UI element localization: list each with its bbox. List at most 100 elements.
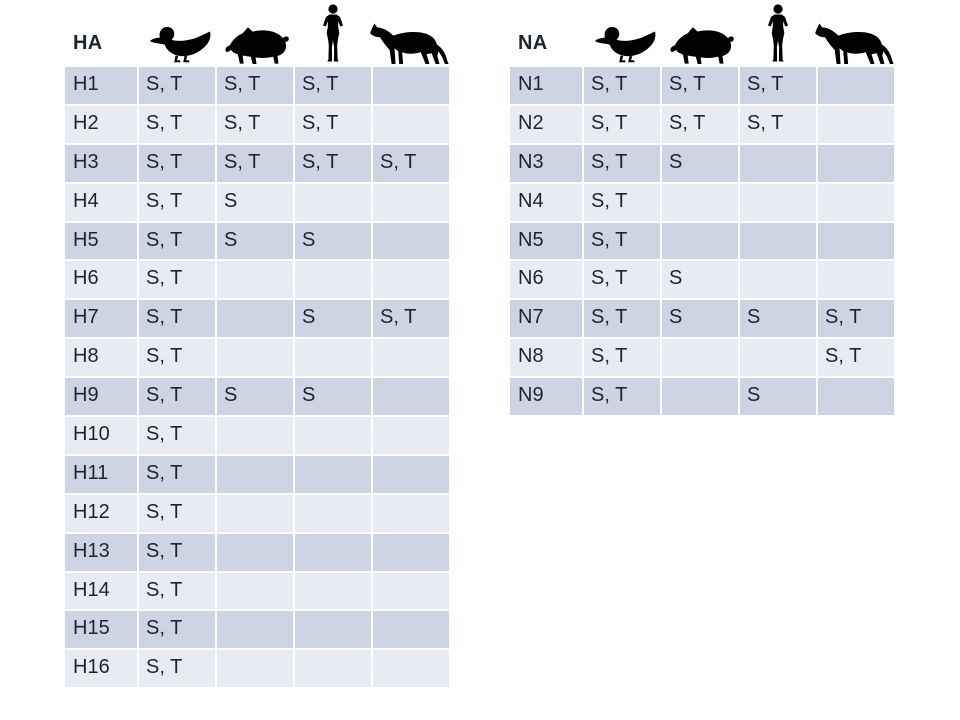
cell-pig: S bbox=[217, 378, 295, 418]
cell-pig bbox=[217, 261, 295, 301]
cell-horse bbox=[373, 339, 451, 379]
table-row: N5 S, T bbox=[510, 222, 896, 262]
table-row: H1 S, T S, T S, T bbox=[65, 67, 451, 106]
cell-duck: S, T bbox=[139, 533, 217, 573]
pig-icon bbox=[665, 23, 739, 65]
table-row: H2 S, T S, T S, T bbox=[65, 105, 451, 145]
cell-pig bbox=[217, 572, 295, 612]
cell-horse bbox=[373, 572, 451, 612]
cell-pig bbox=[662, 339, 740, 379]
table-row: H12 S, T bbox=[65, 494, 451, 534]
human-icon bbox=[321, 4, 345, 64]
table-row: H6 S, T bbox=[65, 261, 451, 301]
row-label: N5 bbox=[510, 222, 584, 262]
cell-pig bbox=[217, 611, 295, 651]
cell-human: S, T bbox=[740, 67, 818, 106]
cell-pig: S, T bbox=[217, 105, 295, 145]
cell-human: S bbox=[740, 378, 818, 418]
cell-pig bbox=[662, 222, 740, 262]
cell-human bbox=[740, 144, 818, 184]
cell-pig bbox=[662, 183, 740, 223]
row-label: H10 bbox=[65, 417, 139, 456]
row-label: H7 bbox=[65, 300, 139, 340]
cell-duck: S, T bbox=[139, 455, 217, 495]
cell-duck: S, T bbox=[584, 378, 662, 418]
cell-duck: S, T bbox=[139, 144, 217, 184]
cell-horse bbox=[818, 378, 896, 418]
cell-horse bbox=[818, 222, 896, 262]
cell-duck: S, T bbox=[139, 417, 217, 456]
human-icon bbox=[766, 4, 790, 64]
table-row: H13 S, T bbox=[65, 533, 451, 573]
cell-human bbox=[295, 533, 373, 573]
cell-human: S, T bbox=[295, 67, 373, 106]
row-label: H2 bbox=[65, 105, 139, 145]
cell-duck: S, T bbox=[584, 222, 662, 262]
cell-human bbox=[740, 339, 818, 379]
cell-duck: S, T bbox=[584, 105, 662, 145]
cell-human bbox=[295, 650, 373, 690]
cell-duck: S, T bbox=[139, 339, 217, 379]
duck-icon bbox=[149, 24, 213, 64]
cell-duck: S, T bbox=[139, 67, 217, 106]
table-row: N8 S, T S, T bbox=[510, 339, 896, 379]
cell-human: S bbox=[740, 300, 818, 340]
cell-duck: S, T bbox=[584, 261, 662, 301]
cell-duck: S, T bbox=[139, 183, 217, 223]
row-label: H12 bbox=[65, 494, 139, 534]
table-title: NA bbox=[518, 32, 548, 54]
cell-duck: S, T bbox=[139, 222, 217, 262]
table-row: N2 S, T S, T S, T bbox=[510, 105, 896, 145]
table-row: N9 S, T S bbox=[510, 378, 896, 418]
cell-duck: S, T bbox=[584, 339, 662, 379]
cell-human bbox=[740, 261, 818, 301]
cell-pig: S bbox=[217, 222, 295, 262]
table-panel-na: NA N1 S, T S, T S, T N2 S, T S, T S, T N3 S, T S N4… bbox=[510, 0, 896, 418]
row-label: N7 bbox=[510, 300, 584, 340]
row-label: H8 bbox=[65, 339, 139, 379]
cell-horse bbox=[373, 455, 451, 495]
cell-pig bbox=[662, 378, 740, 418]
table-row: H3 S, T S, T S, T S, T bbox=[65, 144, 451, 184]
row-label: N8 bbox=[510, 339, 584, 379]
cell-horse: S, T bbox=[818, 300, 896, 340]
table-header: NA bbox=[510, 0, 896, 67]
cell-horse bbox=[818, 261, 896, 301]
cell-pig: S bbox=[662, 144, 740, 184]
cell-human bbox=[295, 494, 373, 534]
cell-pig bbox=[217, 455, 295, 495]
cell-horse: S, T bbox=[373, 144, 451, 184]
cell-duck: S, T bbox=[139, 650, 217, 690]
cell-human: S, T bbox=[295, 144, 373, 184]
cell-duck: S, T bbox=[139, 261, 217, 301]
cell-horse: S, T bbox=[818, 339, 896, 379]
cell-duck: S, T bbox=[139, 572, 217, 612]
row-label: N3 bbox=[510, 144, 584, 184]
cell-horse bbox=[373, 222, 451, 262]
cell-duck: S, T bbox=[139, 300, 217, 340]
row-label: H16 bbox=[65, 650, 139, 690]
cell-human bbox=[295, 417, 373, 456]
cell-horse bbox=[373, 650, 451, 690]
horse-icon bbox=[367, 21, 451, 65]
cell-pig bbox=[217, 494, 295, 534]
cell-duck: S, T bbox=[139, 611, 217, 651]
table-row: H8 S, T bbox=[65, 339, 451, 379]
cell-pig bbox=[217, 339, 295, 379]
row-label: H6 bbox=[65, 261, 139, 301]
cell-horse bbox=[373, 183, 451, 223]
cell-pig: S bbox=[217, 183, 295, 223]
cell-horse bbox=[373, 378, 451, 418]
row-label: N4 bbox=[510, 183, 584, 223]
cell-pig bbox=[217, 417, 295, 456]
cell-human bbox=[295, 261, 373, 301]
cell-horse bbox=[373, 261, 451, 301]
table-row: H14 S, T bbox=[65, 572, 451, 612]
row-label: H4 bbox=[65, 183, 139, 223]
cell-horse bbox=[818, 67, 896, 106]
row-label: N9 bbox=[510, 378, 584, 418]
cell-horse bbox=[818, 144, 896, 184]
